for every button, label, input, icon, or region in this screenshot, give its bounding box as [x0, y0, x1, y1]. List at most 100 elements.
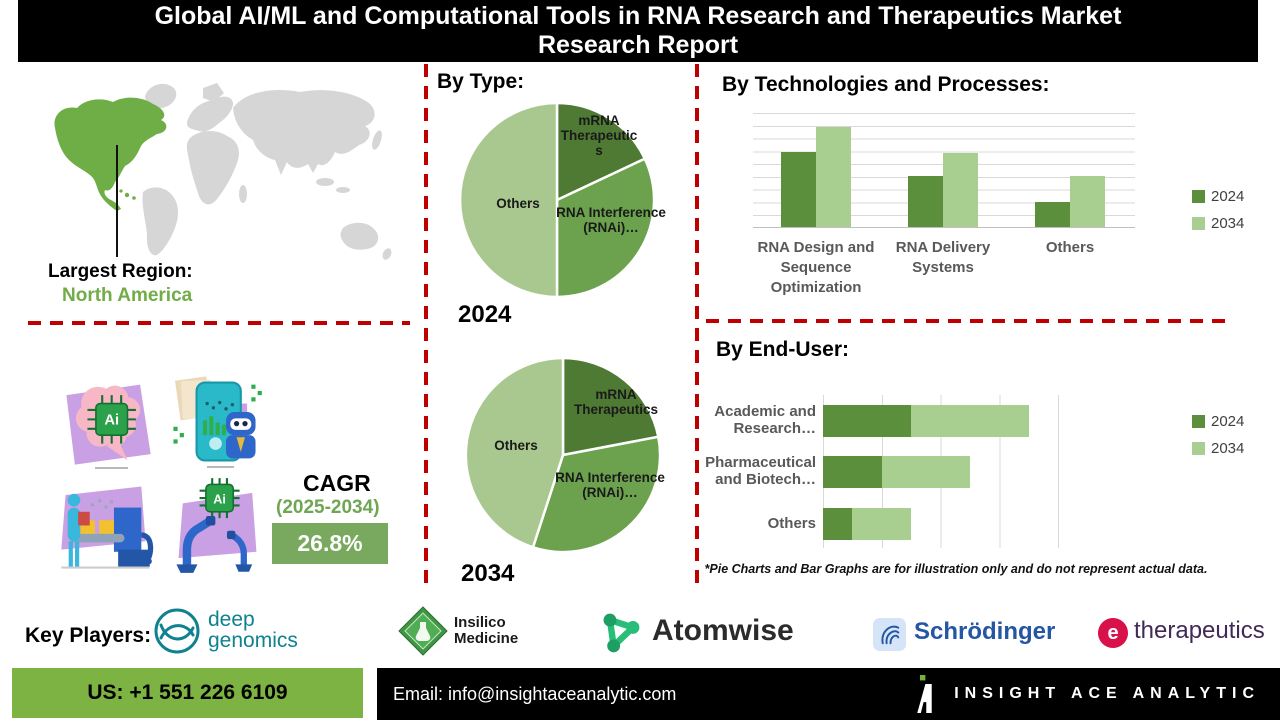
divider-dashed-right	[706, 319, 1227, 323]
enduser-bar-2024-2	[823, 508, 853, 540]
report-title-text: Global AI/ML and Computational Tools in …	[154, 1, 1122, 60]
pie-slice-1	[555, 157, 656, 299]
insight-ace-analytic-logo-icon	[917, 675, 932, 713]
enduser-bar-2034-0	[911, 405, 1029, 437]
cagr-value: 26.8%	[297, 530, 363, 556]
enduser-bar-2034-1	[881, 456, 970, 488]
category-label: Academic and Research…	[714, 403, 816, 437]
enduser-bar-2034-2	[852, 508, 912, 540]
tech-bar-2034-0	[816, 127, 851, 227]
pie-chart-2024	[458, 101, 656, 299]
category-label: Others	[767, 515, 816, 532]
atomwise-logo-text: Atomwise	[652, 614, 794, 647]
largest-region-value: North America	[62, 285, 193, 306]
footer-email: Email: info@insightaceanalytic.com	[393, 683, 677, 704]
illustration-ai-brain: Ai	[66, 384, 151, 465]
cagr-period: (2025-2034)	[276, 497, 380, 518]
section-heading-by-end-user: By End-User:	[716, 338, 850, 361]
pie-chart-2034	[464, 356, 662, 554]
footer-brand: INSIGHT ACE ANALYTIC	[917, 668, 1260, 720]
section-heading-by-type: By Type:	[437, 70, 525, 93]
pie-slice-0	[561, 356, 660, 457]
divider-dashed-vertical-1	[424, 64, 428, 592]
pie-slice-0	[555, 101, 647, 202]
region-pointer-line	[116, 145, 118, 257]
legend-label: 2034	[1211, 440, 1245, 457]
legend-item-2024: 2024	[1192, 413, 1244, 430]
end-user-bar-chart	[823, 395, 1061, 548]
section-heading-by-technologies: By Technologies and Processes:	[722, 73, 1050, 96]
legend-label: 2024	[1211, 413, 1245, 430]
footer-phone-bar: US: +1 551 226 6109	[12, 668, 363, 718]
world-landmass	[142, 83, 392, 260]
illustration-divider	[207, 466, 234, 468]
tech-bar-2034-1	[943, 153, 978, 227]
deep-genomics-line2: genomics	[208, 629, 298, 652]
divider-dashed-left	[28, 321, 410, 325]
insilico-line2: Medicine	[454, 630, 519, 647]
insilico-medicine-logo-text: Insilico Medicine	[454, 615, 518, 647]
pie-2024-slice-label: mRNA Therapeutics	[560, 113, 638, 158]
footer-brand-text: INSIGHT ACE ANALYTIC	[954, 685, 1260, 702]
insilico-line1: Insilico	[454, 614, 506, 631]
cagr-value-badge: 26.8%	[272, 523, 388, 564]
largest-region-label: Largest Region:	[48, 261, 193, 282]
deep-genomics-logo-icon	[154, 608, 200, 654]
insilico-medicine-logo-icon	[398, 606, 448, 656]
tech-bar-2024-1	[908, 176, 943, 227]
pie-2034-slice-label: Others	[494, 438, 538, 453]
category-label: Others	[1045, 239, 1095, 256]
world-map	[54, 83, 392, 260]
legend-item-2034: 2034	[1192, 440, 1244, 457]
legend-swatch-2024	[1192, 190, 1205, 203]
legend-label: 2024	[1211, 188, 1245, 205]
legend-label: 2034	[1211, 215, 1245, 232]
chart-disclaimer: *Pie Charts and Bar Graphs are for illus…	[704, 562, 1208, 576]
pie-2024-slice-label: RNA Interference (RNAi)…	[556, 205, 666, 235]
cagr-label: CAGR	[303, 470, 371, 496]
legend-item-2024: 2024	[1192, 188, 1244, 205]
pie-slice-2	[464, 356, 565, 549]
tech-bar-2024-2	[1035, 201, 1070, 227]
region-north-america-highlight	[54, 97, 167, 211]
report-title: Global AI/ML and Computational Tools in …	[18, 0, 1258, 62]
pie-2034-slice-label: RNA Interference (RNAi)…	[555, 470, 665, 500]
tech-bar-2034-2	[1070, 176, 1105, 227]
pie-slice-1	[531, 435, 662, 554]
illustration-divider	[95, 467, 128, 469]
pie-2034-year-label: 2034	[461, 560, 515, 587]
e-therapeutics-logo-icon: e	[1098, 618, 1128, 648]
pie-2024-slice-label: Others	[496, 196, 540, 211]
legend-swatch-2034	[1192, 442, 1205, 455]
tech-bar-2024-0	[781, 152, 816, 227]
enduser-bar-2024-1	[823, 456, 882, 488]
ai-chip-label: Ai	[104, 413, 119, 429]
category-label: Pharmaceutical and Biotech…	[705, 454, 816, 488]
illustration-robotic-arms-chip: Ai	[176, 478, 257, 573]
atomwise-logo-icon	[603, 613, 640, 653]
technologies-category-labels: RNA Design and Sequence Optimization RNA…	[753, 238, 1135, 318]
e-therapeutics-e: e	[1107, 621, 1119, 644]
ai-chip-label: Ai	[213, 492, 226, 506]
category-label: RNA Design and Sequence Optimization	[757, 239, 875, 296]
footer-phone: US: +1 551 226 6109	[87, 681, 288, 704]
schrodinger-logo-text: Schrödinger	[914, 618, 1056, 645]
divider-dashed-vertical-2	[695, 64, 699, 592]
legend-swatch-2034	[1192, 217, 1205, 230]
enduser-bar-2024-0	[823, 405, 912, 437]
technologies-bar-chart	[753, 113, 1135, 228]
pie-2034-slice-label: mRNA Therapeutics	[573, 387, 659, 417]
pie-slice-2	[458, 101, 559, 299]
illustration-robot-assembly-line	[61, 486, 154, 569]
pie-2024-year-label: 2024	[458, 301, 512, 328]
deep-genomics-line1: deep	[208, 608, 255, 631]
footer-contact-bar: Email: info@insightaceanalytic.com INSIG…	[377, 668, 1280, 720]
category-label: RNA Delivery Systems	[895, 239, 991, 276]
legend-item-2034: 2034	[1192, 215, 1244, 232]
legend-swatch-2024	[1192, 415, 1205, 428]
deep-genomics-logo-text: deep genomics	[208, 609, 298, 651]
illustration-ai-analytics-robot	[173, 376, 262, 462]
schrodinger-logo-icon	[872, 617, 907, 652]
e-therapeutics-logo-text: therapeutics	[1134, 617, 1265, 644]
